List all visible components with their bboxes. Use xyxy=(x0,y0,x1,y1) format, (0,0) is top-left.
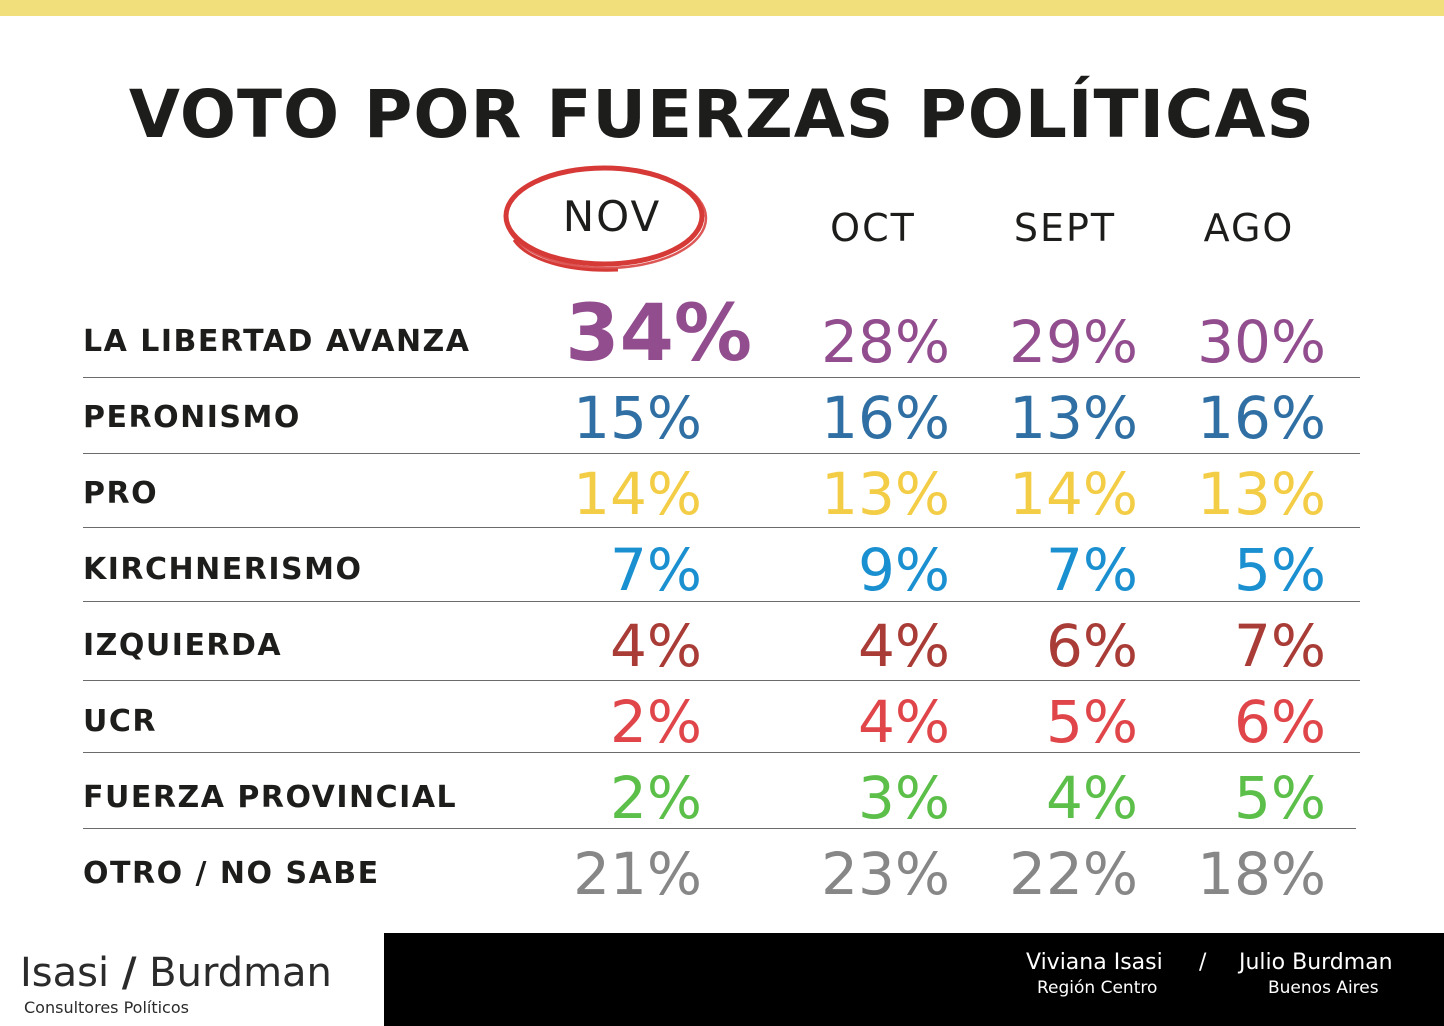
row-label-pro: PRO xyxy=(83,476,159,511)
row-divider xyxy=(83,680,1360,681)
value-kirchnerismo-oct: 9% xyxy=(857,536,950,604)
column-header-ago: AGO xyxy=(1203,206,1295,250)
logo-right-text: Burdman xyxy=(149,950,332,996)
value-izquierda-ago: 7% xyxy=(1233,612,1326,680)
column-header-nov: NOV xyxy=(562,192,662,241)
value-fuerza-provincial-ago: 5% xyxy=(1233,764,1326,832)
author-name-1: Viviana Isasi xyxy=(1026,950,1163,975)
value-fuerza-provincial-oct: 3% xyxy=(857,764,950,832)
value-pro-nov: 14% xyxy=(573,460,702,528)
row-label-otro-no-sabe: OTRO / NO SABE xyxy=(83,856,380,891)
nov-highlight-circle xyxy=(503,165,708,272)
value-pro-ago: 13% xyxy=(1197,460,1326,528)
page-title: VOTO POR FUERZAS POLÍTICAS xyxy=(128,76,1316,153)
value-otro-no-sabe-nov: 21% xyxy=(573,840,702,908)
value-otro-no-sabe-ago: 18% xyxy=(1197,840,1326,908)
value-pro-oct: 13% xyxy=(821,460,950,528)
value-kirchnerismo-ago: 5% xyxy=(1233,536,1326,604)
column-header-sept: SEPT xyxy=(1013,206,1117,250)
row-label-kirchnerismo: KIRCHNERISMO xyxy=(83,552,363,587)
value-otro-no-sabe-oct: 23% xyxy=(821,840,950,908)
row-divider xyxy=(83,828,1356,829)
row-divider xyxy=(83,752,1360,753)
value-izquierda-sept: 6% xyxy=(1045,612,1138,680)
value-la-libertad-avanza-oct: 28% xyxy=(821,308,950,376)
logo-subtitle: Consultores Políticos xyxy=(24,998,189,1017)
top-accent-bar xyxy=(0,0,1444,16)
value-la-libertad-avanza-ago: 30% xyxy=(1197,308,1326,376)
row-label-peronismo: PERONISMO xyxy=(83,400,301,435)
row-label-la-libertad-avanza: LA LIBERTAD AVANZA xyxy=(83,324,471,359)
value-peronismo-sept: 13% xyxy=(1009,384,1138,452)
value-fuerza-provincial-nov: 2% xyxy=(609,764,702,832)
value-peronismo-oct: 16% xyxy=(821,384,950,452)
value-la-libertad-avanza-nov: 34% xyxy=(565,289,752,379)
row-label-izquierda: IZQUIERDA xyxy=(83,628,283,663)
value-pro-sept: 14% xyxy=(1009,460,1138,528)
value-peronismo-ago: 16% xyxy=(1197,384,1326,452)
value-ucr-ago: 6% xyxy=(1233,688,1326,756)
author-region-2: Buenos Aires xyxy=(1268,978,1379,998)
row-label-ucr: UCR xyxy=(83,704,157,739)
value-ucr-oct: 4% xyxy=(857,688,950,756)
row-divider xyxy=(83,601,1360,602)
value-peronismo-nov: 15% xyxy=(573,384,702,452)
author-region-1: Región Centro xyxy=(1037,978,1158,998)
logo-left-text: Isasi xyxy=(20,950,110,996)
value-ucr-sept: 5% xyxy=(1045,688,1138,756)
value-ucr-nov: 2% xyxy=(609,688,702,756)
row-divider xyxy=(83,453,1360,454)
author-separator: / xyxy=(1199,950,1207,975)
row-divider xyxy=(83,377,1360,378)
footer-bar xyxy=(384,933,1444,1026)
logo-slash: / xyxy=(121,950,137,996)
column-header-oct: OCT xyxy=(830,206,916,250)
value-fuerza-provincial-sept: 4% xyxy=(1045,764,1138,832)
row-label-fuerza-provincial: FUERZA PROVINCIAL xyxy=(83,780,458,815)
logo: Isasi / Burdman xyxy=(20,950,332,996)
value-otro-no-sabe-sept: 22% xyxy=(1009,840,1138,908)
value-kirchnerismo-nov: 7% xyxy=(609,536,702,604)
value-la-libertad-avanza-sept: 29% xyxy=(1009,308,1138,376)
value-izquierda-nov: 4% xyxy=(609,612,702,680)
value-izquierda-oct: 4% xyxy=(857,612,950,680)
author-name-2: Julio Burdman xyxy=(1239,950,1393,975)
value-kirchnerismo-sept: 7% xyxy=(1045,536,1138,604)
row-divider xyxy=(83,527,1360,528)
